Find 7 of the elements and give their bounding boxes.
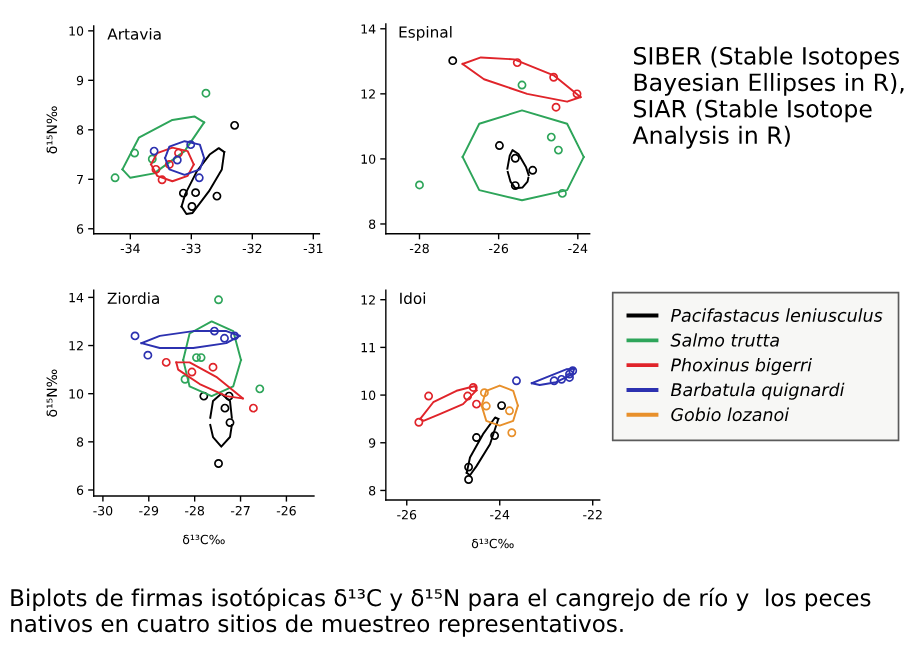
legend-label: Barbatula quignardi	[670, 382, 845, 400]
legend-label: Salmo trutta	[670, 333, 779, 347]
text: Biplots de firmas isotópicas δ¹³C y δ¹⁵N para el cangrejo de río y los peces nativos en cuatro sitios de muestreo representativos.	[11, 587, 871, 637]
legend-label: Pacifastacus leniusculus	[670, 308, 883, 322]
text: SIBER (Stable Isotopes Bayesian Ellipses in R), SIAR (Stable Isotope Analysis in R)	[632, 46, 904, 149]
legend-label: Phoxinus bigerri	[670, 358, 812, 375]
legend-label: Gobio lozanoi	[671, 407, 790, 422]
